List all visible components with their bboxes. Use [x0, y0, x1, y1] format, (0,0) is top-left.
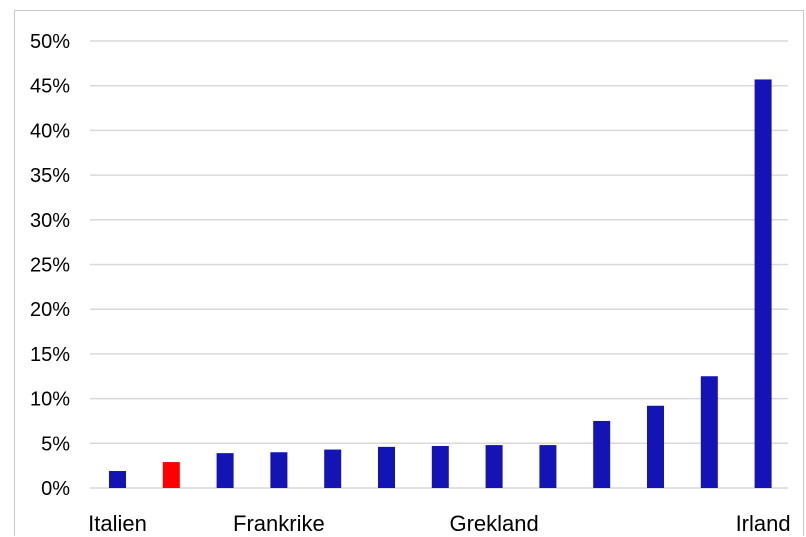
x-tick-label: Grekland	[449, 511, 538, 536]
bar	[216, 453, 234, 488]
bar	[378, 446, 395, 488]
y-tick-label: 25%	[30, 255, 70, 277]
y-tick-label: 0%	[41, 478, 70, 500]
bar	[593, 420, 611, 488]
gridlines	[90, 40, 788, 489]
y-tick-label: 10%	[30, 389, 70, 411]
y-tick-label: 40%	[30, 120, 70, 142]
y-axis-tick-labels: 0% 5% 10% 15% 20% 25% 30% 35% 40% 45% 50%	[30, 31, 70, 500]
bar	[324, 449, 342, 488]
y-tick-label: 30%	[30, 210, 70, 232]
x-tick-label: Frankrike	[233, 511, 325, 536]
bar	[270, 452, 288, 488]
bar	[539, 445, 557, 488]
bar	[109, 471, 126, 488]
y-tick-label: 50%	[30, 31, 70, 53]
bar-highlighted	[162, 462, 180, 488]
x-axis-tick-labels: Italien Frankrike Grekland Irland	[88, 511, 790, 536]
y-tick-label: 45%	[30, 76, 70, 98]
x-tick-label: Italien	[88, 511, 147, 536]
bars	[109, 79, 772, 488]
bar	[431, 445, 449, 488]
bar	[647, 405, 664, 488]
y-tick-label: 5%	[41, 433, 70, 455]
chart-frame	[14, 10, 804, 536]
x-tick-label: Irland	[736, 511, 791, 536]
y-tick-label: 35%	[30, 165, 70, 187]
bar	[485, 445, 503, 488]
bar	[754, 79, 772, 488]
bar	[700, 376, 718, 488]
y-tick-label: 20%	[30, 299, 70, 321]
y-tick-label: 15%	[30, 344, 70, 366]
